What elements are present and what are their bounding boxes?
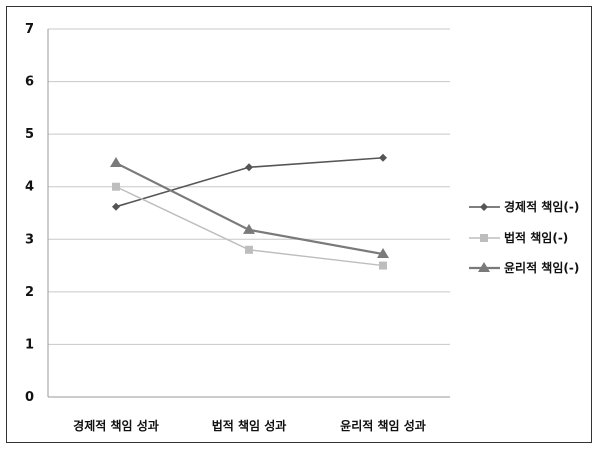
data-point xyxy=(379,153,387,162)
data-point xyxy=(243,223,255,234)
chart-frame xyxy=(6,6,592,443)
x-tick-label: 윤리적 책임 성과 xyxy=(340,418,426,433)
legend-marker xyxy=(480,203,488,211)
legend-label: 윤리적 책임(-) xyxy=(504,260,579,275)
y-tick-label: 2 xyxy=(25,285,34,300)
data-point xyxy=(112,202,120,211)
data-point xyxy=(379,261,387,270)
y-tick-label: 3 xyxy=(25,232,34,247)
x-tick-label: 경제적 책임 성과 xyxy=(73,418,159,433)
data-point xyxy=(110,157,122,168)
series-line-3 xyxy=(115,162,384,256)
y-tick-label: 1 xyxy=(25,337,34,352)
y-tick-label: 7 xyxy=(25,22,34,37)
legend-label: 경제적 책임(-) xyxy=(504,199,579,214)
y-tick-label: 0 xyxy=(25,390,34,405)
data-point xyxy=(377,248,389,259)
data-point xyxy=(245,245,253,254)
legend-marker xyxy=(478,262,490,272)
legend-label: 법적 책임(-) xyxy=(504,230,568,245)
data-point xyxy=(112,182,120,191)
y-tick-label: 4 xyxy=(25,180,34,195)
y-tick-label: 6 xyxy=(25,75,34,90)
y-tick-label: 5 xyxy=(25,127,34,142)
legend-marker xyxy=(480,234,488,242)
x-tick-label: 법적 책임 성과 xyxy=(212,418,287,433)
data-point xyxy=(245,163,253,172)
